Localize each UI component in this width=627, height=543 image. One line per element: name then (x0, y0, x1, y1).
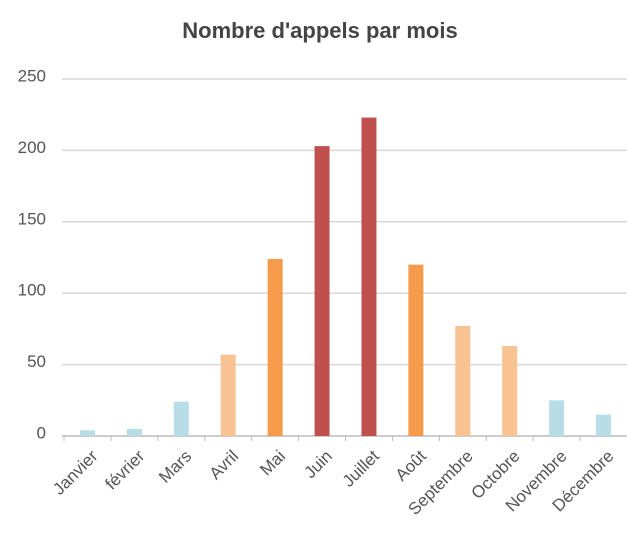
bar (314, 146, 330, 436)
bar (549, 400, 565, 436)
bar (173, 401, 189, 436)
y-tick-label: 250 (18, 66, 46, 85)
x-tick-label: Mai (256, 447, 289, 480)
chart-title: Nombre d'appels par mois (182, 18, 457, 43)
bar (502, 346, 518, 436)
y-tick-label: 100 (18, 281, 46, 300)
x-tick-label: Juillet (339, 446, 383, 490)
bar (408, 264, 424, 436)
bar (267, 258, 283, 436)
x-tick-label: Août (392, 446, 430, 484)
y-tick-label: 200 (18, 138, 46, 157)
y-tick-label: 50 (27, 352, 46, 371)
x-tick-label: Mars (155, 447, 195, 487)
bar (220, 354, 236, 436)
x-tick-label: février (102, 446, 149, 493)
y-tick-label: 0 (37, 423, 46, 442)
bar (79, 430, 95, 436)
bar (455, 326, 471, 436)
x-tick-label: Avril (206, 447, 243, 484)
x-tick-label: Juin (301, 447, 336, 482)
bar (596, 414, 612, 436)
bar (126, 428, 142, 436)
y-tick-label: 150 (18, 209, 46, 228)
bar (361, 117, 377, 436)
x-tick-label: Janvier (49, 446, 101, 498)
